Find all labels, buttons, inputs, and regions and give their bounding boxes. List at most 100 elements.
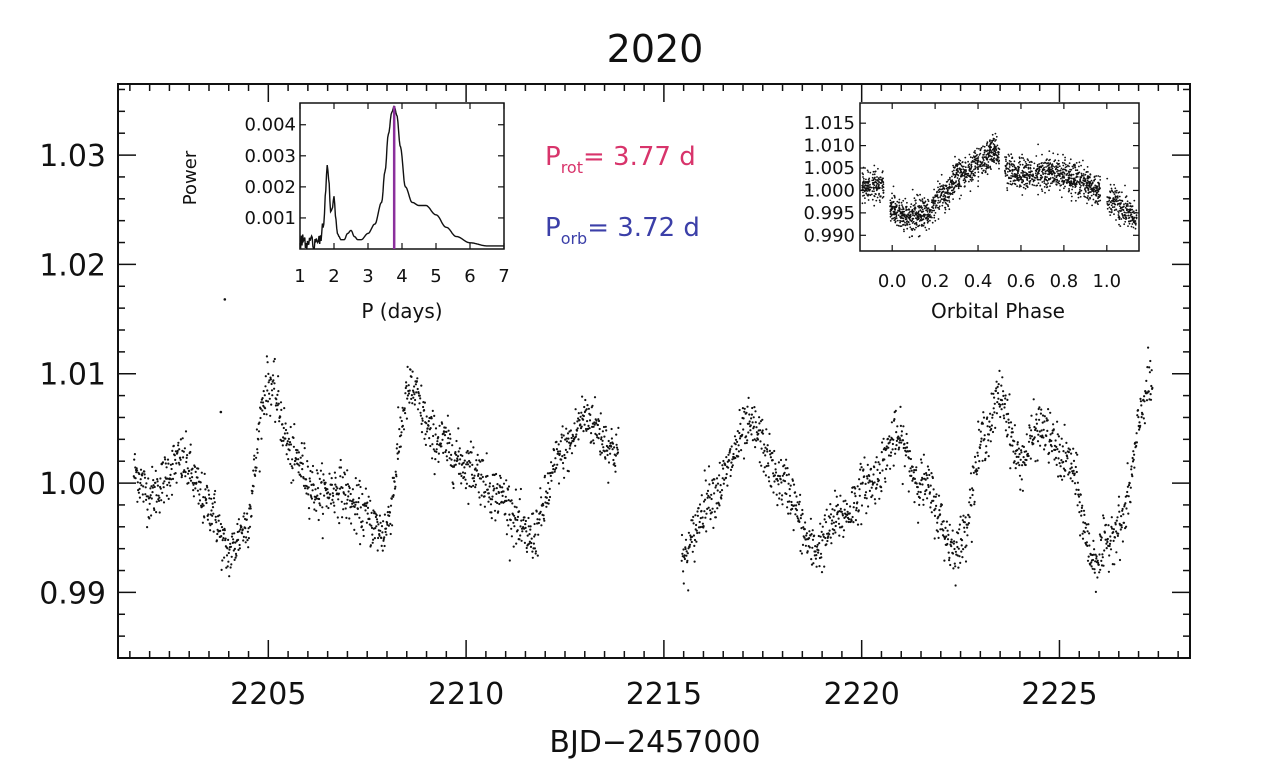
data-point — [136, 500, 139, 503]
data-point — [228, 575, 231, 578]
phase-point — [1053, 175, 1056, 177]
data-point — [240, 525, 243, 529]
data-point — [1130, 468, 1133, 471]
data-point — [913, 477, 917, 480]
data-point — [213, 493, 216, 496]
phase-point — [1072, 185, 1074, 188]
data-point — [184, 475, 187, 478]
phase-point — [980, 146, 983, 149]
phase-point — [977, 185, 979, 188]
data-point — [413, 403, 416, 406]
data-point — [312, 483, 315, 487]
data-point — [886, 464, 889, 467]
phase-point — [1042, 169, 1044, 172]
data-point — [461, 454, 464, 457]
data-point — [1068, 471, 1071, 474]
data-point — [863, 496, 867, 499]
phase-point — [993, 138, 996, 140]
phase-point — [1131, 211, 1134, 214]
data-point — [999, 403, 1002, 406]
phase-point — [1079, 195, 1082, 198]
data-point — [321, 506, 324, 509]
phase-point — [917, 235, 920, 238]
data-point — [351, 500, 354, 503]
data-point — [1049, 411, 1052, 414]
data-point — [860, 523, 863, 526]
data-point — [990, 427, 993, 431]
phase-point — [1058, 173, 1061, 175]
data-point — [817, 551, 820, 554]
data-point — [570, 436, 573, 440]
data-point — [759, 440, 762, 443]
phase-point — [990, 150, 993, 153]
data-point — [404, 412, 407, 415]
phase-point — [952, 172, 955, 175]
data-point — [366, 501, 369, 504]
phase-point — [915, 223, 918, 226]
data-point — [1006, 398, 1009, 401]
data-point — [972, 489, 975, 492]
phase-point — [923, 197, 926, 199]
data-point — [392, 476, 395, 479]
phase-point — [1038, 172, 1040, 175]
data-point — [698, 531, 701, 534]
data-point — [485, 452, 488, 455]
phase-point — [964, 156, 967, 159]
data-point — [815, 545, 819, 548]
phase-point — [1071, 165, 1074, 168]
phase-point — [1024, 161, 1027, 163]
phase-point — [973, 158, 976, 161]
data-point — [957, 532, 960, 535]
data-point — [389, 504, 393, 507]
data-point — [958, 528, 961, 531]
phase-point — [956, 177, 959, 179]
data-point — [528, 540, 532, 543]
phase-point — [932, 202, 935, 205]
phase-point — [1118, 223, 1120, 226]
data-point — [230, 563, 233, 566]
phase-point — [980, 167, 983, 170]
data-point — [268, 392, 271, 395]
data-point — [1024, 463, 1027, 467]
data-point — [728, 451, 731, 454]
data-point — [1073, 472, 1076, 475]
phase-point — [1055, 183, 1058, 186]
data-point — [382, 520, 385, 523]
data-point — [1062, 450, 1065, 453]
phase-point — [872, 178, 875, 181]
phase-point — [959, 159, 962, 162]
data-point — [292, 479, 295, 482]
phase-point — [1130, 219, 1132, 222]
phase-point — [994, 132, 997, 135]
data-point — [808, 537, 811, 540]
data-point — [745, 435, 748, 438]
phase-point — [993, 144, 996, 146]
phase-point — [866, 186, 868, 189]
data-point — [909, 467, 912, 470]
data-point — [1057, 435, 1060, 438]
data-point — [429, 444, 432, 448]
data-point — [1078, 510, 1081, 514]
phase-point — [977, 175, 980, 178]
phase-point — [1113, 202, 1116, 205]
phase-point — [927, 200, 930, 203]
data-point — [939, 528, 942, 531]
data-point — [1093, 571, 1096, 574]
phase-point — [873, 204, 876, 207]
data-point — [1080, 509, 1083, 513]
data-point — [758, 461, 761, 464]
data-point — [1107, 524, 1110, 527]
data-point — [1079, 493, 1082, 496]
data-point — [289, 443, 293, 446]
data-point — [491, 498, 494, 501]
data-point — [783, 480, 787, 483]
data-point — [1075, 470, 1078, 474]
data-point — [375, 525, 378, 528]
phase-point — [931, 221, 934, 224]
data-point — [599, 412, 602, 415]
phase-point — [964, 172, 967, 174]
phase-point — [1127, 225, 1129, 228]
data-point — [355, 501, 358, 504]
data-point — [1092, 553, 1095, 556]
